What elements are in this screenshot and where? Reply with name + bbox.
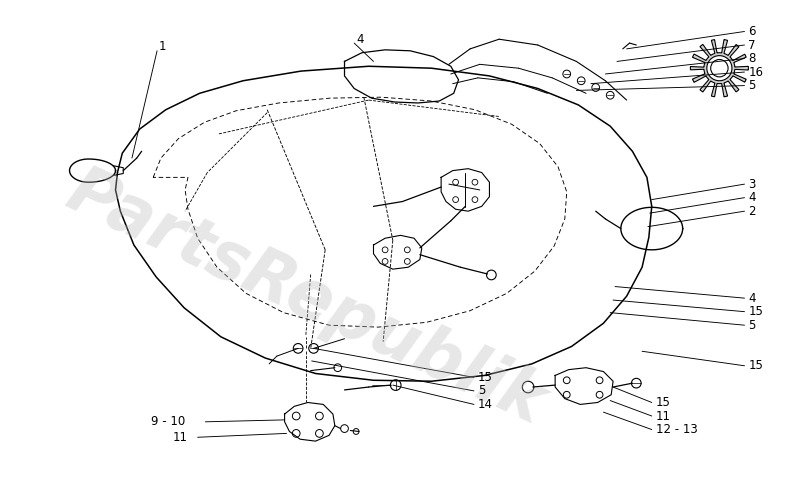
Text: 6: 6 xyxy=(748,25,756,38)
Text: 8: 8 xyxy=(748,52,756,65)
Text: 5: 5 xyxy=(478,384,486,397)
Polygon shape xyxy=(690,40,748,97)
Text: 14: 14 xyxy=(478,398,493,411)
Text: 11: 11 xyxy=(656,410,670,422)
Text: 3: 3 xyxy=(748,178,756,191)
Text: 7: 7 xyxy=(748,39,756,51)
Text: 2: 2 xyxy=(748,205,756,218)
Text: 5: 5 xyxy=(748,318,756,332)
Text: 4: 4 xyxy=(748,292,756,305)
Text: 16: 16 xyxy=(748,66,763,78)
Text: 15: 15 xyxy=(748,305,763,318)
Text: 15: 15 xyxy=(478,371,493,384)
Text: 1: 1 xyxy=(159,41,166,53)
Text: 4: 4 xyxy=(748,191,756,204)
Text: 11: 11 xyxy=(173,431,187,444)
Text: 15: 15 xyxy=(656,396,670,409)
Text: PartsRepublik: PartsRepublik xyxy=(56,158,555,438)
Text: 4: 4 xyxy=(356,33,364,46)
Text: 9 - 10: 9 - 10 xyxy=(151,416,186,428)
Circle shape xyxy=(707,56,732,81)
Text: 12 - 13: 12 - 13 xyxy=(656,423,698,436)
Text: 5: 5 xyxy=(748,79,756,92)
Text: 15: 15 xyxy=(748,359,763,372)
